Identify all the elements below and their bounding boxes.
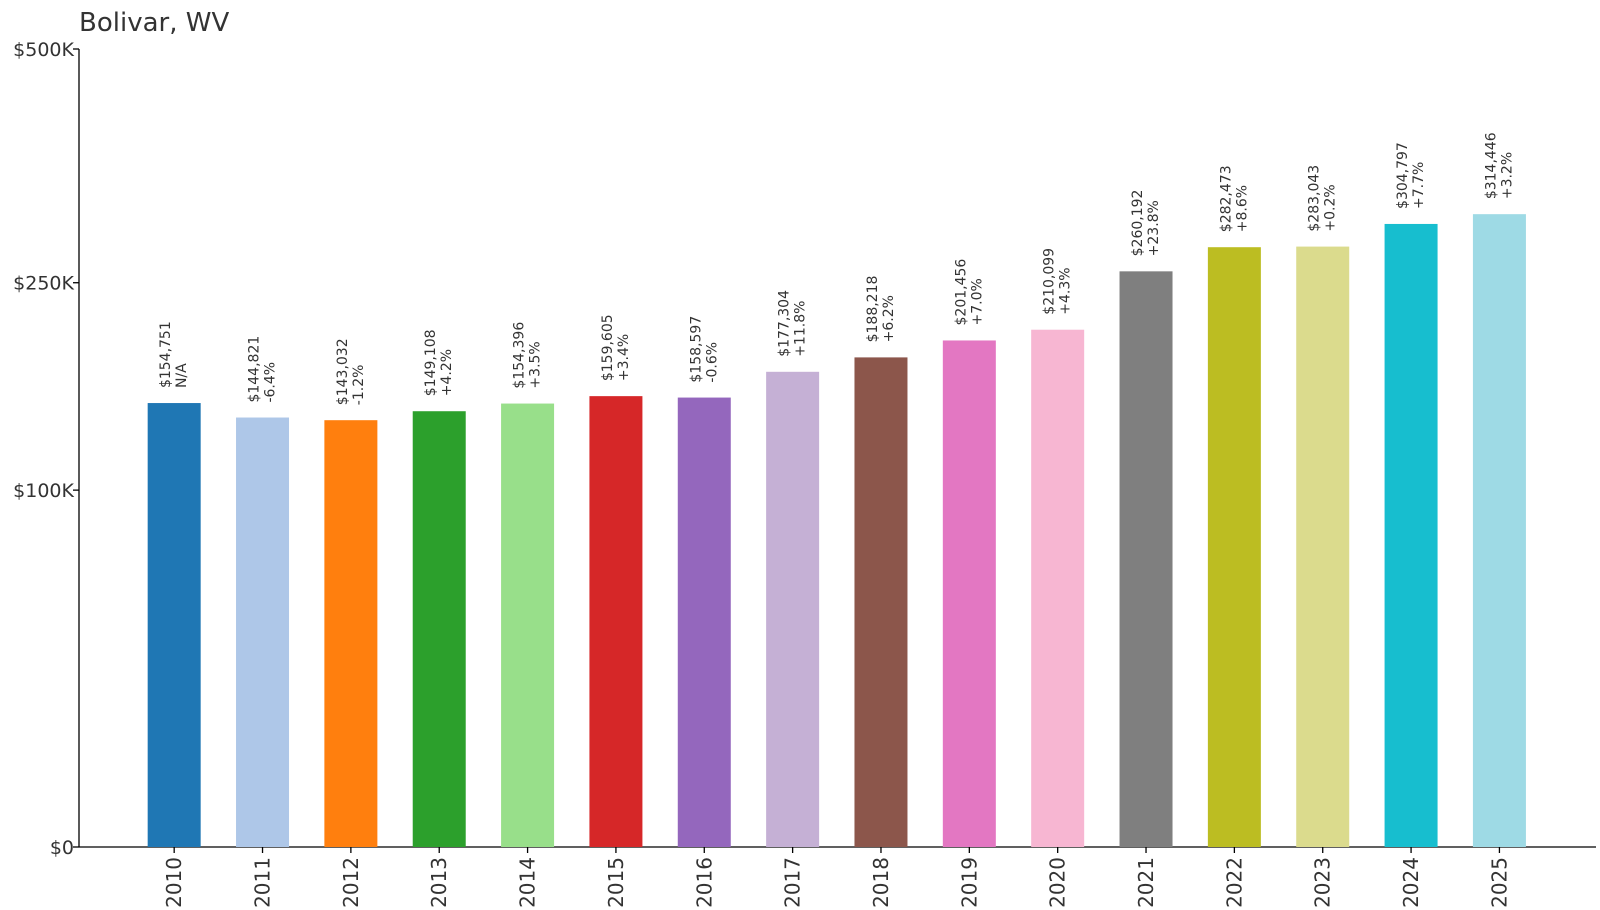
bar-change-label: +7.0%: [969, 278, 985, 325]
y-tick-label: $500K: [13, 39, 74, 61]
x-tick-label: 2021: [1134, 857, 1158, 908]
bar-change-label: +3.2%: [1499, 152, 1515, 199]
bar-value-label: $282,473: [1218, 165, 1234, 232]
bar-2018: [854, 357, 908, 847]
x-tick-label: 2016: [692, 857, 716, 908]
x-tick-label: 2024: [1399, 857, 1423, 908]
bar-value-label: $188,218: [865, 276, 881, 343]
x-tick-label: 2025: [1487, 857, 1511, 908]
x-tick-label: 2010: [162, 857, 186, 908]
x-tick-label: 2015: [604, 857, 628, 908]
bar-change-label: +8.6%: [1234, 185, 1250, 232]
bar-value-label: $260,192: [1130, 190, 1146, 257]
bar-change-label: +11.8%: [793, 301, 809, 357]
bar-labels: $154,751 N/A $144,821 -6.4% $143,032 -1.2% $14…: [158, 132, 1515, 405]
bar-2013: [412, 411, 466, 847]
bar-value-label: $144,821: [247, 336, 263, 403]
bar-2025: [1472, 214, 1526, 847]
bar-change-label: -1.2%: [351, 365, 367, 406]
bar-value-label: $158,597: [688, 316, 704, 383]
x-tick-label: 2018: [869, 857, 893, 908]
bar-value-label: $159,605: [600, 314, 616, 381]
bar-change-label: N/A: [174, 363, 190, 388]
x-tick-label: 2013: [427, 857, 451, 908]
bar-change-label: +3.4%: [616, 334, 632, 381]
bar-2021: [1119, 271, 1173, 848]
y-axis: $0 $100K $250K $500K: [13, 39, 80, 859]
bar-2019: [942, 340, 996, 847]
bar-2015: [589, 396, 643, 847]
bar-value-label: $304,797: [1395, 142, 1411, 209]
bar-change-label: -6.4%: [263, 362, 279, 403]
bar-value-label: $143,032: [335, 338, 351, 405]
x-axis: 2010 2011 2012 2013 2014 2015 2016 2017 2018 2019…: [79, 846, 1596, 908]
bar-2010: [147, 403, 201, 847]
bar-change-label: +23.8%: [1146, 200, 1162, 256]
bar-change-label: +4.2%: [439, 349, 455, 396]
bar-change-label: +0.2%: [1323, 184, 1339, 231]
bar-change-label: +7.7%: [1411, 162, 1427, 209]
y-tick-label: $0: [50, 837, 74, 859]
bar-change-label: +3.5%: [528, 341, 544, 388]
bar-value-label: $314,446: [1483, 132, 1499, 199]
bar-change-label: +4.3%: [1058, 267, 1074, 314]
x-tick-label: 2014: [516, 857, 540, 908]
x-tick-label: 2019: [957, 857, 981, 908]
x-tick-label: 2020: [1046, 857, 1070, 908]
x-tick-label: 2022: [1222, 857, 1246, 908]
bars: [147, 214, 1526, 848]
bar-2011: [236, 417, 290, 847]
chart-title: Bolivar, WV: [79, 8, 229, 38]
bar-value-label: $154,751: [158, 321, 174, 388]
bar-value-label: $177,304: [777, 290, 793, 357]
x-tick-label: 2012: [339, 857, 363, 908]
x-tick-label: 2017: [781, 857, 805, 908]
y-tick-label: $250K: [13, 273, 74, 295]
bar-2014: [501, 403, 555, 847]
bar-value-label: $201,456: [953, 259, 969, 326]
x-tick-label: 2023: [1311, 857, 1335, 908]
bar-2020: [1031, 329, 1085, 848]
y-tick-label: $100K: [13, 480, 74, 502]
bar-value-label: $283,043: [1307, 165, 1323, 232]
bar-2023: [1296, 246, 1350, 847]
bar-2024: [1384, 223, 1438, 847]
bar-value-label: $149,108: [423, 329, 439, 396]
bar-change-label: +6.2%: [881, 295, 897, 342]
bar-2022: [1207, 247, 1261, 847]
bar-2017: [766, 371, 820, 847]
bar-value-label: $210,099: [1042, 248, 1058, 315]
bar-value-label: $154,396: [512, 322, 528, 389]
bar-2016: [677, 397, 731, 847]
bar-change-label: -0.6%: [704, 342, 720, 383]
x-tick-label: 2011: [251, 857, 275, 908]
bar-2012: [324, 420, 378, 847]
